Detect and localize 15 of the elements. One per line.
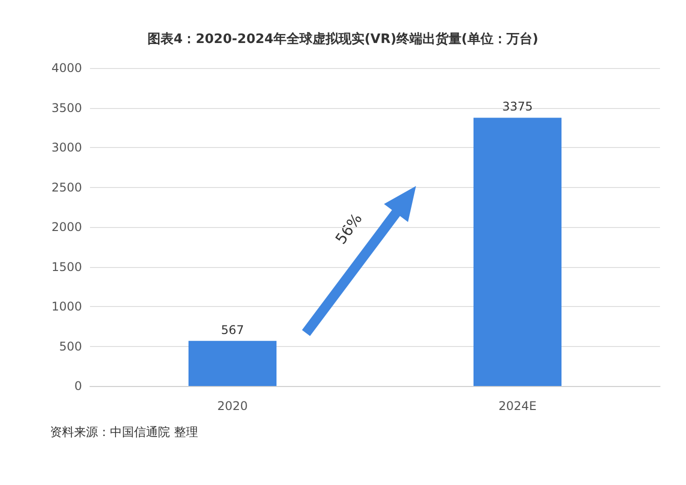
- y-tick-label: 3000: [51, 140, 82, 154]
- y-tick-label: 2500: [51, 180, 82, 194]
- y-tick-label: 1000: [51, 300, 82, 314]
- y-tick-label: 3500: [51, 100, 82, 115]
- y-tick-label: 0: [74, 379, 82, 393]
- chart-title: 图表4：2020-2024年全球虚拟现实(VR)终端出货量(单位：万台): [148, 31, 538, 47]
- data-label: 3375: [502, 100, 533, 114]
- y-tick-label: 500: [59, 339, 82, 354]
- data-label: 567: [221, 322, 244, 337]
- y-tick-label: 4000: [51, 61, 82, 75]
- x-tick-label: 2024E: [498, 399, 537, 413]
- y-tick-label: 1500: [51, 260, 82, 274]
- text: 资料来源：中国信通院 整理: [50, 425, 198, 439]
- y-tick-label: 2000: [51, 220, 82, 234]
- x-tick-label: 2020: [217, 399, 248, 413]
